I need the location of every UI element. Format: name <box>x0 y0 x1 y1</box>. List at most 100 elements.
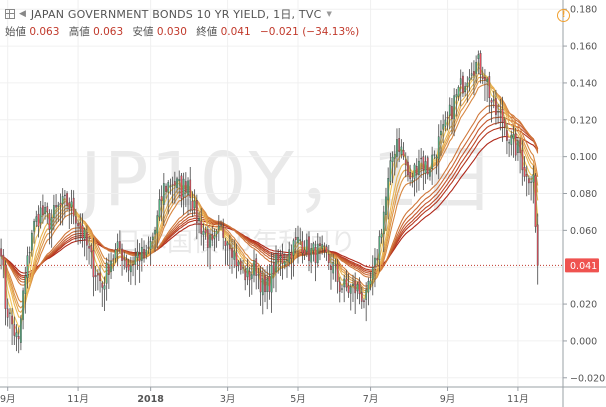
y-tick-label: 0.060 <box>570 226 597 237</box>
close-label: 終値 <box>196 26 218 38</box>
candle <box>305 233 308 258</box>
candle-body-up <box>176 178 178 188</box>
candle-body-up <box>508 142 510 144</box>
candle <box>145 244 148 260</box>
candle-body-down <box>420 157 423 160</box>
candle <box>81 213 84 248</box>
candle <box>374 248 376 288</box>
candle <box>193 189 196 215</box>
candle <box>180 173 183 208</box>
candle <box>24 266 27 314</box>
candle-body-down <box>75 216 77 224</box>
collapse-icon[interactable]: ◀ <box>19 9 26 19</box>
candle-body-up <box>70 201 73 208</box>
candle <box>215 229 218 248</box>
candle <box>358 277 361 305</box>
candle-body-down <box>88 246 90 249</box>
candle-body-down <box>525 174 528 177</box>
candle-body-down <box>451 106 453 119</box>
candle-body-down <box>479 53 482 75</box>
candle-body-down <box>409 171 412 179</box>
candle-body-up <box>24 275 27 294</box>
candle <box>468 69 471 92</box>
y-tick-label: 0.120 <box>570 115 597 126</box>
candle-body-up <box>253 260 255 276</box>
candle <box>90 243 93 269</box>
candle-body-down <box>360 292 363 302</box>
candle <box>286 254 288 278</box>
candle-body-down <box>398 138 401 152</box>
candle-body-up <box>64 194 66 197</box>
candle-body-down <box>514 133 517 156</box>
candle <box>272 252 275 289</box>
candle <box>297 225 299 264</box>
candle <box>486 76 488 103</box>
candle <box>532 165 535 204</box>
candle <box>176 176 178 194</box>
candle <box>204 226 207 240</box>
candle <box>303 240 306 260</box>
candle-body-up <box>385 196 387 215</box>
x-tick-label: 5月 <box>290 394 306 405</box>
candle-body-up <box>103 285 106 290</box>
candle <box>420 148 423 179</box>
candle <box>356 281 359 300</box>
candle <box>138 243 141 283</box>
candle-body-up <box>154 230 156 235</box>
candle-body-up <box>299 239 302 241</box>
candle-body-up <box>510 134 513 145</box>
candle-body-up <box>435 156 438 159</box>
candle-body-down <box>422 156 425 170</box>
candle <box>292 238 295 277</box>
candle <box>325 244 328 261</box>
candle <box>228 235 231 270</box>
candle <box>6 298 9 327</box>
candle-body-up <box>440 130 442 136</box>
candle-body-down <box>86 232 88 246</box>
caret-down-icon[interactable]: ▼ <box>326 10 332 18</box>
symbol-title[interactable]: JAPAN GOVERNMENT BONDS 10 YR YIELD, 1日, … <box>30 8 322 21</box>
candle <box>72 190 75 225</box>
candle <box>22 287 24 330</box>
candle <box>411 172 414 188</box>
candle-body-down <box>4 264 7 309</box>
candle-body-up <box>33 220 35 232</box>
candle-body-down <box>37 213 40 227</box>
candle <box>314 240 317 282</box>
candle <box>470 62 473 80</box>
candle-body-up <box>31 232 33 251</box>
candle-body-down <box>426 157 429 175</box>
candle-body-down <box>90 245 93 253</box>
candle <box>503 117 506 136</box>
candle-body-up <box>209 234 211 248</box>
candle <box>336 258 339 294</box>
candle <box>31 229 33 257</box>
candle-body-down <box>462 75 464 94</box>
candle-body-up <box>266 278 269 293</box>
candle <box>437 124 440 180</box>
candle <box>143 240 145 263</box>
candle <box>116 233 119 267</box>
candle-body-down <box>501 109 504 123</box>
grid-icon[interactable] <box>5 9 15 19</box>
candle <box>171 176 174 204</box>
candle <box>187 177 189 216</box>
candle <box>499 98 502 131</box>
candle <box>396 128 398 168</box>
candle-body-up <box>444 119 447 127</box>
candle <box>246 258 249 286</box>
candle <box>173 171 176 204</box>
candle <box>259 265 262 306</box>
candle-body-up <box>35 216 38 222</box>
candle-body-down <box>108 265 110 275</box>
candle-body-up <box>305 239 308 253</box>
candle <box>39 200 42 229</box>
candle-body-up <box>261 278 264 296</box>
alert-icon[interactable]: ! <box>557 9 570 22</box>
x-tick-label: 3月 <box>220 394 236 405</box>
candle <box>59 193 62 226</box>
candle-body-down <box>143 248 145 259</box>
candle <box>407 155 409 182</box>
